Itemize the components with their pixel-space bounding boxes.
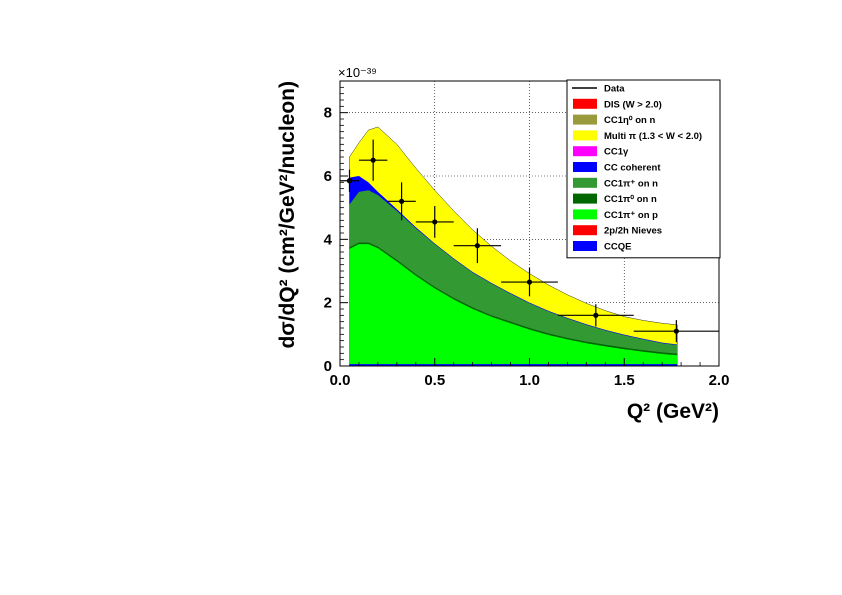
legend-label-5: CC coherent xyxy=(604,163,661,174)
data-point-3 xyxy=(415,206,454,238)
y-tick-label-1: 2 xyxy=(324,295,332,312)
data-point-0 xyxy=(340,169,359,192)
legend-swatch-8 xyxy=(573,209,597,220)
x-tick-label-0: 0.0 xyxy=(330,372,351,389)
legend-entry-8: CC1π⁺ on p xyxy=(573,209,658,221)
data-point-2 xyxy=(387,182,416,221)
data-point-4 xyxy=(453,228,502,264)
x-axis-title: Q² (GeV²) xyxy=(627,400,719,423)
legend-swatch-4 xyxy=(573,146,597,157)
x-tick-label-1: 0.5 xyxy=(424,372,445,389)
legend-swatch-3 xyxy=(573,130,597,141)
data-point-1 xyxy=(358,139,388,181)
legend-entry-5: CC coherent xyxy=(573,162,661,174)
legend-entry-1: DIS (W > 2.0) xyxy=(573,98,662,110)
legend-label-1: DIS (W > 2.0) xyxy=(604,99,662,110)
legend-label-3: Multi π (1.3 < W < 2.0) xyxy=(604,131,702,142)
legend-entry-9: 2p/2h Nieves xyxy=(573,225,662,237)
legend-entry-0: Data xyxy=(572,84,625,95)
legend-entry-4: CC1γ xyxy=(573,146,629,158)
data-point-7 xyxy=(633,320,719,343)
x-tick-label-3: 1.5 xyxy=(614,372,635,389)
data-point-5 xyxy=(501,267,558,297)
legend-label-0: Data xyxy=(604,84,625,95)
data-point-6 xyxy=(557,304,634,327)
legend-label-9: 2p/2h Nieves xyxy=(604,226,662,237)
legend-entry-7: CC1π⁰ on n xyxy=(573,193,657,205)
data-points xyxy=(340,139,719,343)
y-tick-label-2: 4 xyxy=(324,231,333,248)
legend-label-8: CC1π⁺ on p xyxy=(604,210,658,221)
y-tick-label-0: 0 xyxy=(324,358,332,375)
y-exponent: ×10⁻³⁹ xyxy=(338,65,377,80)
legend-swatch-9 xyxy=(573,225,597,236)
x-tick-label-2: 1.0 xyxy=(519,372,540,389)
x-tick-label-4: 2.0 xyxy=(709,372,730,389)
legend-swatch-1 xyxy=(573,98,597,109)
legend: Data DIS (W > 2.0) CC1η⁰ on n Multi π (1.3 … xyxy=(566,79,721,259)
legend-entry-2: CC1η⁰ on n xyxy=(573,114,656,126)
legend-label-10: CCQE xyxy=(604,242,631,253)
legend-label-7: CC1π⁰ on n xyxy=(604,194,657,205)
y-axis-title: dσ/dQ² (cm²/GeV²/nucleon) xyxy=(276,81,299,349)
legend-label-2: CC1η⁰ on n xyxy=(604,115,656,126)
legend-swatch-6 xyxy=(573,177,597,188)
legend-swatch-7 xyxy=(573,193,597,204)
legend-label-4: CC1γ xyxy=(604,147,629,158)
legend-entry-6: CC1π⁺ on n xyxy=(573,177,658,189)
legend-swatch-2 xyxy=(573,114,597,125)
legend-label-6: CC1π⁺ on n xyxy=(604,178,658,189)
axis-ticks: 0.0 0.5 1.0 1.5 2.0 0 2 4 6 8 xyxy=(324,86,730,389)
legend-entry-3: Multi π (1.3 < W < 2.0) xyxy=(573,130,702,142)
legend-entry-10: CCQE xyxy=(573,241,631,253)
legend-swatch-10 xyxy=(573,241,597,251)
y-tick-label-4: 8 xyxy=(324,105,332,122)
area-cc1-on-p xyxy=(349,244,678,366)
y-tick-label-3: 6 xyxy=(324,168,332,185)
legend-swatch-5 xyxy=(573,162,597,172)
